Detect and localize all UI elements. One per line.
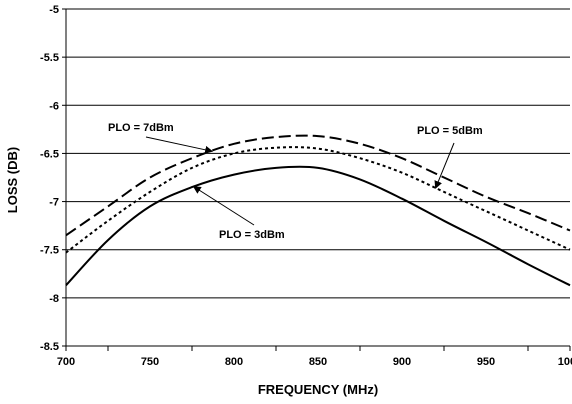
y-axis-title: LOSS (DB) [5,147,20,213]
annotations: PLO = 7dBm PLO = 5dBm PLO = 3dBm [108,122,483,241]
axes: -5 -5.5 -6 -6.5 -7 -7.5 -8 -8.5 700 750 800 850 900 9… [40,4,572,368]
y-tick-label: -5.5 [40,52,59,64]
y-tick-label: -8 [49,293,59,305]
series-line-dotted [65,146,571,254]
x-tick-label: 1000 [558,356,572,368]
annotation-arrow [192,186,255,226]
x-axis-title: FREQUENCY (MHz) [258,382,378,397]
y-tick-label: -5 [49,4,59,16]
gridlines [66,8,570,347]
series-lines [65,134,571,287]
x-tick-label: 950 [477,356,495,368]
annotation-arrow [434,142,455,190]
x-tick-label: 750 [141,356,159,368]
series-line-solid [65,165,571,287]
annotation-label: PLO = 3dBm [219,229,285,241]
y-tick-label: -6.5 [40,148,59,160]
annotation-arrow [145,136,214,154]
annotation-label: PLO = 7dBm [108,122,174,134]
y-tick-label: -7 [49,197,59,209]
y-tick-label: -7.5 [40,245,59,257]
y-tick-label: -6 [49,100,59,112]
x-tick-label: 800 [225,356,243,368]
x-tick-label: 700 [57,356,75,368]
x-tick-label: 900 [393,356,411,368]
x-tick-label: 850 [309,356,327,368]
annotation-label: PLO = 5dBm [417,125,483,137]
y-tick-label: -8.5 [40,341,59,353]
series-line-dashed [65,134,571,237]
